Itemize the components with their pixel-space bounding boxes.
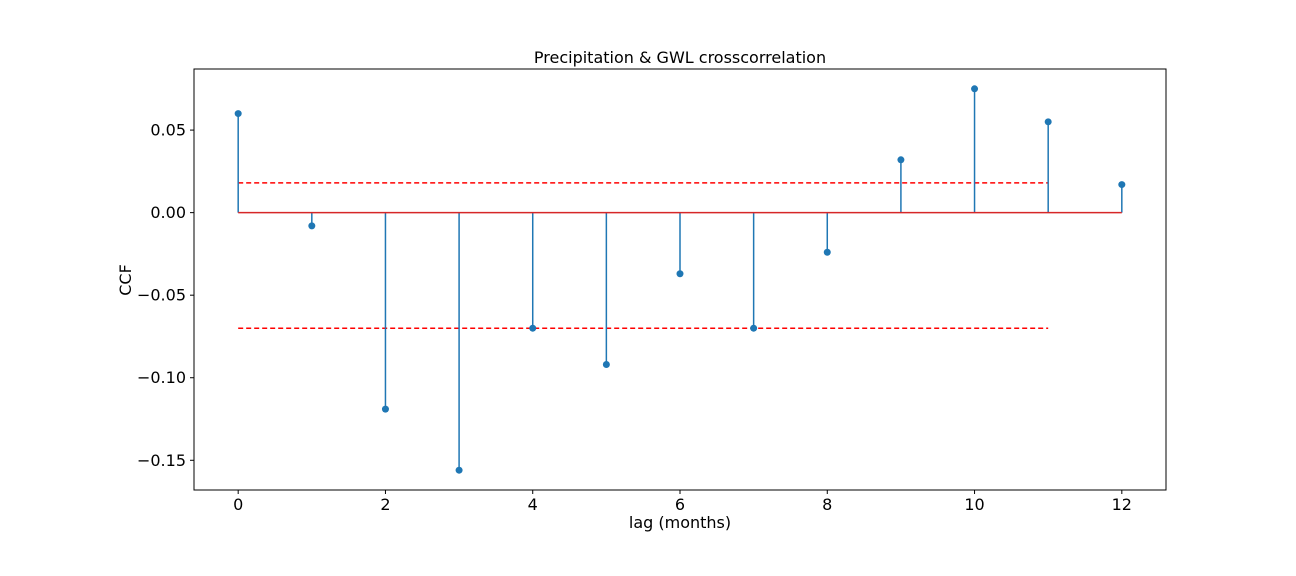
stem-marker	[897, 156, 905, 164]
x-tick-label: 10	[964, 495, 984, 514]
stem-marker	[676, 270, 684, 278]
y-tick-label: −0.15	[137, 451, 186, 470]
x-axis-label: lag (months)	[629, 513, 731, 532]
stem-marker	[602, 361, 610, 369]
stem-marker	[529, 324, 537, 332]
y-axis-label: CCF	[116, 264, 135, 296]
stem-marker	[455, 466, 463, 474]
plot-area	[234, 85, 1126, 474]
y-tick-label: 0.00	[150, 203, 186, 222]
x-tick-label: 0	[233, 495, 243, 514]
chart-title: Precipitation & GWL crosscorrelation	[534, 48, 826, 67]
plot-frame	[193, 68, 1167, 491]
stem-marker	[1044, 118, 1052, 126]
stem-marker	[750, 324, 758, 332]
stem-marker	[1118, 181, 1126, 189]
stem-marker	[308, 222, 316, 230]
x-tick-label: 4	[528, 495, 538, 514]
x-tick-label: 2	[380, 495, 390, 514]
x-tick-label: 8	[822, 495, 832, 514]
y-tick-label: −0.10	[137, 368, 186, 387]
stem-marker	[234, 110, 242, 118]
stem-marker	[823, 248, 831, 256]
y-tick-label: 0.05	[150, 121, 186, 140]
x-tick-label: 12	[1112, 495, 1132, 514]
x-tick-label: 6	[675, 495, 685, 514]
axis-ticks: 0 2 4 6 8 10 12 0.05 0.00 −0.05 −0.10 −0.15	[137, 121, 1132, 514]
stem-marker	[381, 405, 389, 413]
y-tick-label: −0.05	[137, 286, 186, 305]
stem-marker	[971, 85, 979, 93]
